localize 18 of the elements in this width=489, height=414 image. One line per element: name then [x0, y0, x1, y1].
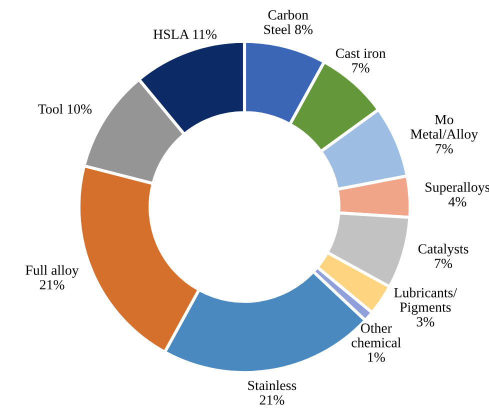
data-label: 7%	[352, 63, 370, 73]
data-label: 4%	[448, 197, 466, 206]
slice-label: Carbon Steel 8%	[264, 10, 313, 34]
slice-label: Lubricants/ Pigments	[394, 288, 458, 315]
slice-label: Other chemical	[352, 323, 401, 348]
data-label: 1%	[368, 352, 385, 362]
slice-label: Cast iron	[336, 48, 386, 58]
data-label: 7%	[436, 144, 453, 154]
slice-label: Catalysts	[418, 244, 468, 256]
data-label: 21%	[40, 280, 64, 290]
data-label: 21%	[260, 395, 284, 405]
slice-label: Tool 10%	[38, 104, 92, 114]
slice-label: Mo Metal/Alloy	[410, 115, 478, 142]
slice-label: Full alloy	[26, 265, 79, 278]
data-label: 3%	[416, 317, 434, 327]
slice-label: Stainless	[248, 380, 296, 390]
slice-label: HSLA 11%	[153, 30, 217, 40]
data-label: 7%	[434, 258, 452, 268]
